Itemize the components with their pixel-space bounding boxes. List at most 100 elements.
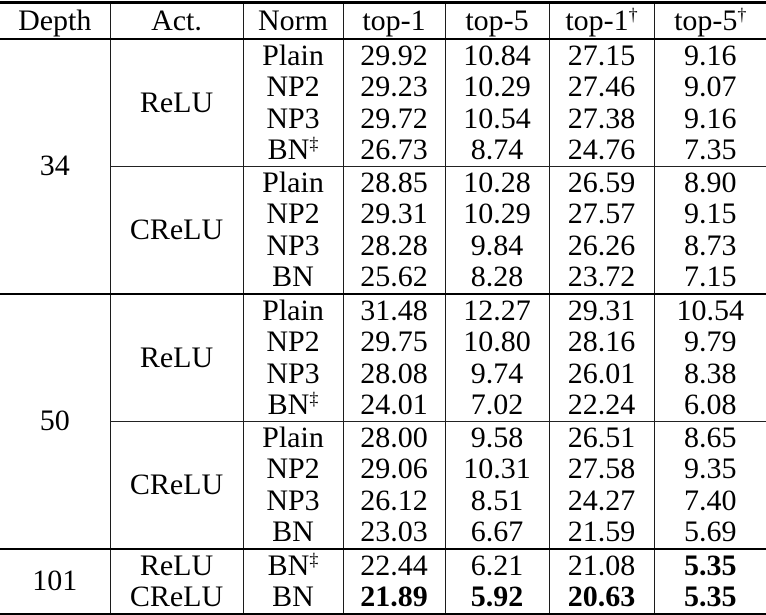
- cell-label: BN: [267, 134, 310, 166]
- header-cell-depth: Depth: [0, 2, 110, 40]
- norm-cell: BN: [242, 516, 343, 549]
- cell-label: 23.03: [360, 516, 428, 548]
- cell-label: Norm: [258, 4, 328, 37]
- value-cell: 9.79: [653, 326, 766, 358]
- cell-label: 29.31: [567, 293, 636, 326]
- value-cell: 8.65: [653, 421, 766, 453]
- value-cell: 20.63: [548, 581, 654, 614]
- cell-label: 9.07: [684, 71, 737, 103]
- cell-label: NP2: [266, 198, 320, 230]
- cell-label: 5.69: [684, 516, 737, 548]
- value-cell: 24.76: [548, 134, 654, 167]
- header-cell-act: Act.: [109, 2, 243, 40]
- cell-label: 7.40: [684, 484, 737, 516]
- cell-label: 9.79: [684, 326, 737, 358]
- table-row: NP3 26.12 8.51 24.27 7.40: [0, 484, 766, 516]
- cell-label: 8.51: [470, 484, 524, 516]
- cell-label: 22.44: [360, 548, 428, 581]
- norm-cell: BN: [242, 581, 343, 614]
- cell-label: top-1: [565, 4, 629, 37]
- value-cell: 7.40: [653, 484, 766, 516]
- cell-label: NP3: [266, 102, 320, 134]
- value-cell: 9.16: [653, 38, 766, 71]
- value-cell: 28.85: [342, 166, 445, 198]
- table-row: NP2 29.75 10.80 28.16 9.79: [0, 326, 766, 358]
- value-cell: 26.51: [548, 421, 654, 453]
- cell-label: 10.29: [463, 71, 531, 103]
- value-cell: 9.07: [653, 71, 766, 103]
- cell-label: 29.72: [360, 102, 428, 134]
- cell-label: BN: [272, 581, 314, 613]
- cell-label: 29.31: [360, 198, 428, 230]
- table-row: BN 23.03 6.67 21.59 5.69: [0, 516, 766, 549]
- norm-cell: NP2: [242, 326, 343, 358]
- value-cell: 8.74: [444, 134, 549, 167]
- cell-label: top-5: [465, 4, 529, 37]
- superscript-mark: ‡: [309, 389, 319, 409]
- act-cell: ReLU: [109, 38, 243, 167]
- value-cell: 28.08: [342, 357, 445, 389]
- value-cell: 26.26: [548, 229, 654, 261]
- cell-label: 27.58: [567, 453, 636, 485]
- cell-label: CReLU: [129, 212, 224, 246]
- value-cell: 29.31: [342, 198, 445, 230]
- cell-label: Depth: [18, 4, 92, 37]
- cell-label: NP2: [266, 326, 320, 358]
- cell-label: 27.57: [567, 198, 636, 230]
- depth-cell: 50: [0, 292, 110, 549]
- value-cell: 10.84: [444, 38, 549, 71]
- cell-label: NP2: [266, 453, 320, 485]
- table-row: BN 25.62 8.28 23.72 7.15: [0, 261, 766, 294]
- norm-cell: Plain: [242, 292, 343, 326]
- value-cell: 29.72: [342, 102, 445, 134]
- value-cell: 9.35: [653, 453, 766, 485]
- value-cell: 26.12: [342, 484, 445, 516]
- cell-label: CReLU: [129, 581, 224, 613]
- cell-label: Plain: [262, 421, 324, 453]
- cell-label: BN: [267, 548, 310, 581]
- cell-label: 5.35: [684, 581, 737, 613]
- norm-cell: BN‡: [242, 389, 343, 422]
- header-row: Depth Act. Norm top-1 top-5 top-1† top-5†: [0, 2, 766, 40]
- table-row: NP2 29.31 10.29 27.57 9.15: [0, 198, 766, 230]
- cell-label: 29.06: [360, 453, 428, 485]
- cell-label: NP2: [266, 71, 320, 103]
- value-cell: 8.73: [653, 229, 766, 261]
- cell-label: 27.46: [567, 71, 636, 103]
- cell-label: NP3: [266, 229, 320, 261]
- norm-cell: Plain: [242, 421, 343, 453]
- value-cell: 10.29: [444, 198, 549, 230]
- value-cell: 27.38: [548, 102, 654, 134]
- cell-label: BN: [267, 389, 310, 421]
- value-cell: 24.27: [548, 484, 654, 516]
- cell-label: 10.28: [463, 166, 531, 198]
- header-cell-top1-dagger: top-1†: [548, 2, 654, 40]
- value-cell: 29.31: [548, 292, 654, 326]
- cell-label: 7.35: [684, 134, 737, 166]
- cell-label: 6.21: [470, 548, 524, 581]
- value-cell: 21.89: [342, 581, 445, 614]
- cell-label: 9.16: [684, 102, 737, 134]
- cell-label: 21.59: [567, 516, 636, 548]
- cell-label: 9.84: [470, 229, 524, 261]
- cell-label: ReLU: [139, 85, 214, 119]
- value-cell: 23.03: [342, 516, 445, 549]
- value-cell: 10.80: [444, 326, 549, 358]
- cell-label: 8.65: [684, 421, 737, 453]
- cell-label: 29.92: [360, 38, 428, 71]
- norm-cell: NP2: [242, 198, 343, 230]
- table-row: NP2 29.23 10.29 27.46 9.07: [0, 71, 766, 103]
- table-row: NP2 29.06 10.31 27.58 9.35: [0, 453, 766, 485]
- cell-label: 27.38: [567, 102, 636, 134]
- cell-label: 10.84: [463, 38, 531, 71]
- cell-label: 24.01: [360, 389, 428, 421]
- cell-label: 6.08: [684, 389, 737, 421]
- value-cell: 7.02: [444, 389, 549, 422]
- act-cell: CReLU: [109, 581, 243, 614]
- cell-label: 26.73: [360, 134, 428, 166]
- cell-label: Plain: [262, 166, 324, 198]
- cell-label: 24.76: [567, 134, 636, 166]
- cell-label: 9.15: [684, 198, 737, 230]
- cell-label: 12.27: [463, 293, 531, 326]
- cell-label: 26.01: [567, 357, 636, 389]
